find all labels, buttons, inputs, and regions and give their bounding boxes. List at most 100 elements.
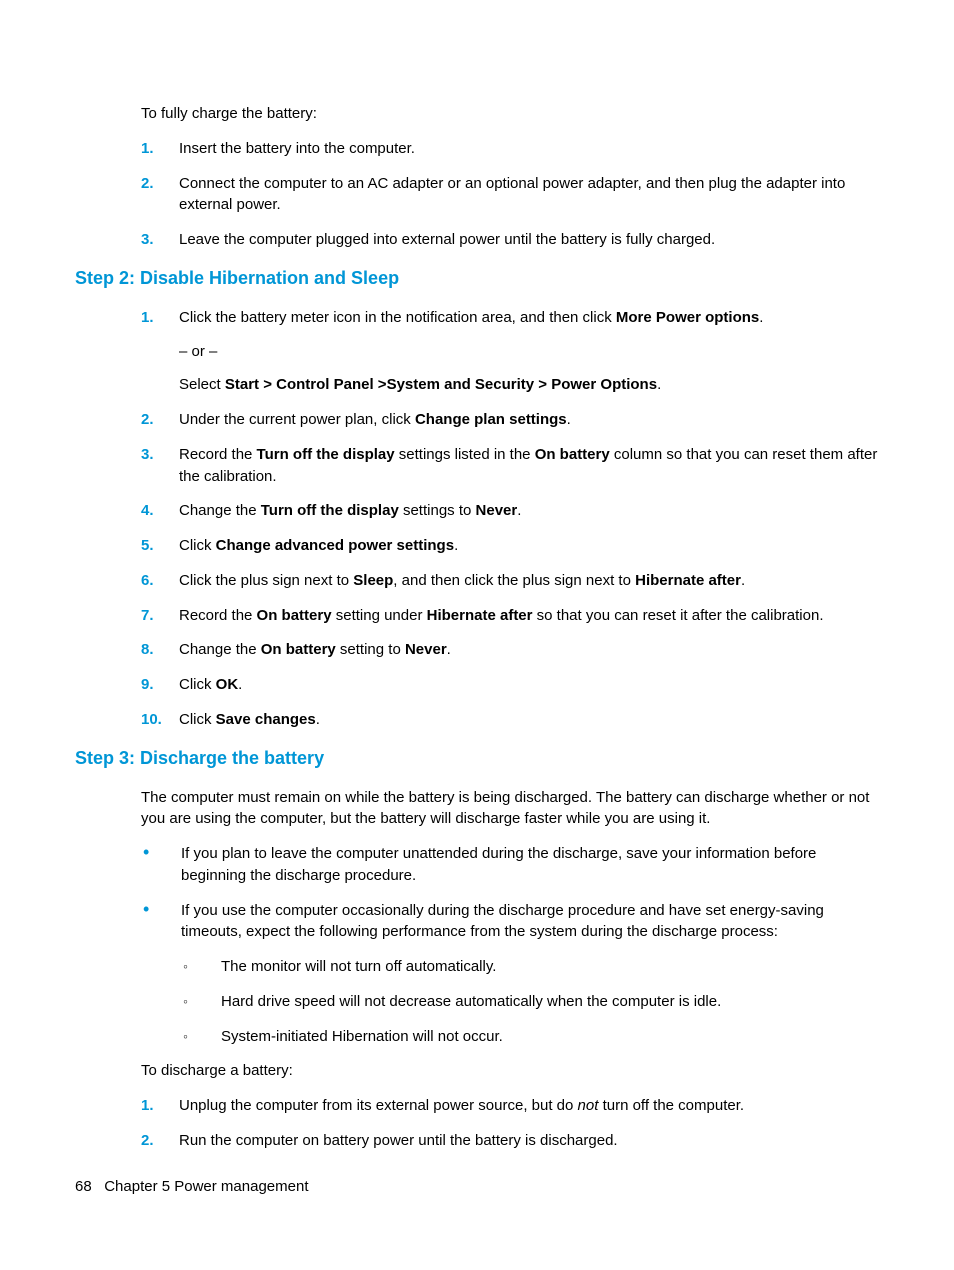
text: Under the current power plan, click — [179, 411, 415, 428]
list-number: 3. — [141, 229, 179, 251]
text: turn off the computer. — [598, 1097, 744, 1114]
list-text: Connect the computer to an AC adapter or… — [179, 173, 879, 217]
text: settings to — [399, 502, 476, 519]
text: Record the — [179, 446, 257, 463]
list-text: Record the Turn off the display settings… — [179, 444, 879, 488]
list-item: 2. Run the computer on battery power unt… — [141, 1130, 879, 1152]
text: Unplug the computer from its external po… — [179, 1097, 578, 1114]
paragraph-step3: The computer must remain on while the ba… — [141, 787, 879, 831]
list-text: Click the plus sign next to Sleep, and t… — [179, 570, 879, 592]
list-item: 1. Click the battery meter icon in the n… — [141, 307, 879, 396]
list-text: Click Save changes. — [179, 709, 879, 731]
list-text: Insert the battery into the computer. — [179, 138, 879, 160]
bold-text: On battery — [535, 446, 610, 463]
document-page: To fully charge the battery: 1. Insert t… — [0, 0, 954, 1270]
list-number: 3. — [141, 444, 179, 466]
list-text: Change the On battery setting to Never. — [179, 639, 879, 661]
text-or: – or – — [179, 341, 879, 363]
ordered-list-discharge: 1. Unplug the computer from its external… — [141, 1095, 879, 1152]
sub-bullet-text: The monitor will not turn off automatica… — [221, 956, 496, 978]
bold-text: More Power options — [616, 309, 759, 326]
bold-text: Turn off the display — [261, 502, 399, 519]
bold-text: Hibernate after — [427, 607, 533, 624]
text: Click — [179, 676, 216, 693]
list-number: 5. — [141, 535, 179, 557]
page-number: 68 — [75, 1178, 92, 1195]
text: so that you can reset it after the calib… — [533, 607, 824, 624]
bold-text: Change advanced power settings — [216, 537, 454, 554]
sub-bullet-text: Hard drive speed will not decrease autom… — [221, 991, 721, 1013]
bold-text: Turn off the display — [257, 446, 395, 463]
bullet-text: If you plan to leave the computer unatte… — [181, 843, 879, 887]
page-footer: 68 Chapter 5 Power management — [75, 1176, 308, 1198]
bold-text: On battery — [261, 641, 336, 658]
sub-bullet-item: ◦ The monitor will not turn off automati… — [181, 956, 879, 978]
bullet-list: • If you plan to leave the computer unat… — [141, 843, 879, 1047]
list-item: 1. Insert the battery into the computer. — [141, 138, 879, 160]
bullet-text: If you use the computer occasionally dur… — [181, 900, 879, 1048]
list-number: 8. — [141, 639, 179, 661]
list-text: Change the Turn off the display settings… — [179, 500, 879, 522]
bold-text: On battery — [257, 607, 332, 624]
sub-bullet-item: ◦ Hard drive speed will not decrease aut… — [181, 991, 879, 1013]
list-item: 9. Click OK. — [141, 674, 879, 696]
list-item: 7. Record the On battery setting under H… — [141, 605, 879, 627]
circle-bullet-icon: ◦ — [181, 956, 221, 976]
list-number: 1. — [141, 307, 179, 329]
paragraph-discharge: To discharge a battery: — [141, 1060, 879, 1082]
list-item: 1. Unplug the computer from its external… — [141, 1095, 879, 1117]
text: setting under — [332, 607, 427, 624]
italic-text: not — [578, 1097, 599, 1114]
text: . — [567, 411, 571, 428]
list-text: Record the On battery setting under Hibe… — [179, 605, 879, 627]
list-text: Click OK. — [179, 674, 879, 696]
list-text: Leave the computer plugged into external… — [179, 229, 879, 251]
text: . — [517, 502, 521, 519]
text: setting to — [336, 641, 405, 658]
list-number: 6. — [141, 570, 179, 592]
list-number: 4. — [141, 500, 179, 522]
text: Change the — [179, 502, 261, 519]
paragraph-intro: To fully charge the battery: — [141, 103, 879, 125]
text: Click the plus sign next to — [179, 572, 353, 589]
list-item: 8. Change the On battery setting to Neve… — [141, 639, 879, 661]
text: , and then click the plus sign next to — [393, 572, 635, 589]
heading-step-2: Step 2: Disable Hibernation and Sleep — [75, 265, 879, 291]
ordered-list-disable: 1. Click the battery meter icon in the n… — [141, 307, 879, 731]
bullet-dot-icon: • — [141, 843, 181, 861]
list-number: 1. — [141, 1095, 179, 1117]
circle-bullet-icon: ◦ — [181, 991, 221, 1011]
text: . — [759, 309, 763, 326]
list-item: 2. Connect the computer to an AC adapter… — [141, 173, 879, 217]
bold-text: OK — [216, 676, 239, 693]
list-number: 2. — [141, 409, 179, 431]
text: Change the — [179, 641, 261, 658]
list-item: 5. Click Change advanced power settings. — [141, 535, 879, 557]
bullet-item: • If you plan to leave the computer unat… — [141, 843, 879, 887]
list-item: 10. Click Save changes. — [141, 709, 879, 731]
list-text: Under the current power plan, click Chan… — [179, 409, 879, 431]
list-number: 1. — [141, 138, 179, 160]
list-text: Run the computer on battery power until … — [179, 1130, 879, 1152]
list-number: 7. — [141, 605, 179, 627]
text: . — [454, 537, 458, 554]
heading-step-3: Step 3: Discharge the battery — [75, 745, 879, 771]
text: . — [741, 572, 745, 589]
text: . — [316, 711, 320, 728]
text: Record the — [179, 607, 257, 624]
text: settings listed in the — [395, 446, 535, 463]
list-number: 2. — [141, 173, 179, 195]
bold-text: Sleep — [353, 572, 393, 589]
list-text: Unplug the computer from its external po… — [179, 1095, 879, 1117]
text: Select — [179, 376, 225, 393]
sub-bullet-item: ◦ System-initiated Hibernation will not … — [181, 1026, 879, 1048]
list-number: 10. — [141, 709, 179, 731]
bold-text: Never — [476, 502, 518, 519]
list-item: 6. Click the plus sign next to Sleep, an… — [141, 570, 879, 592]
text: . — [657, 376, 661, 393]
text: Select Start > Control Panel >System and… — [179, 374, 879, 396]
bold-text: Hibernate after — [635, 572, 741, 589]
list-item: 3. Leave the computer plugged into exter… — [141, 229, 879, 251]
bold-text: Never — [405, 641, 447, 658]
bold-text: Change plan settings — [415, 411, 567, 428]
